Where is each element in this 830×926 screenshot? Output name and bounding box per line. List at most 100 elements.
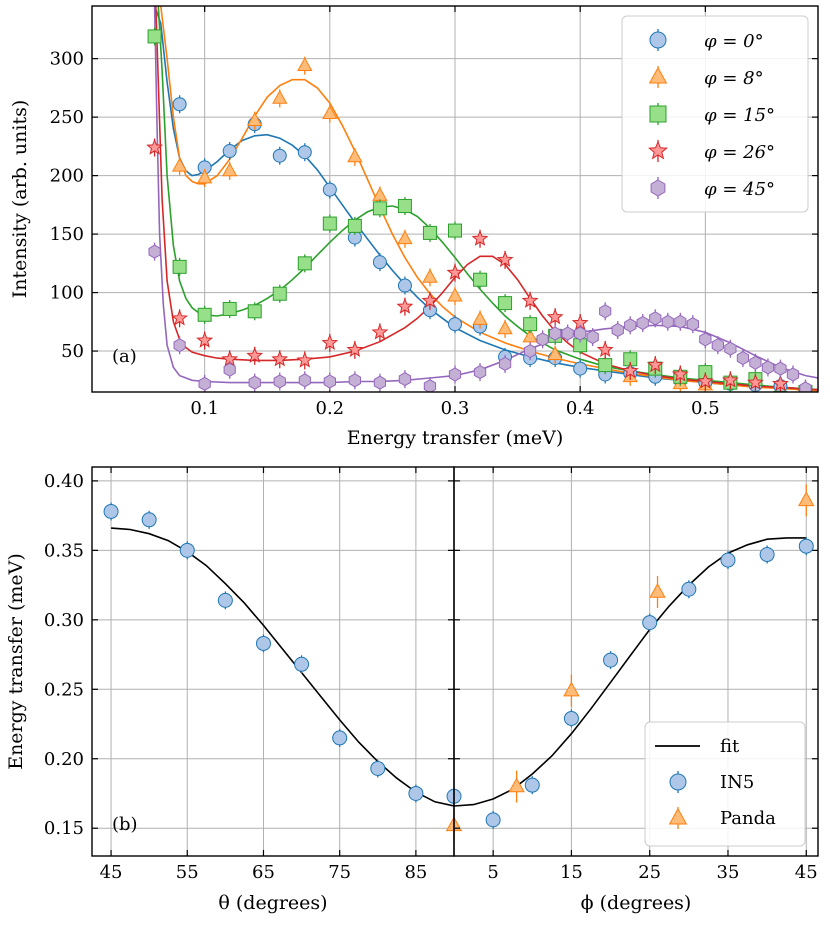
data-point-series-3 — [321, 334, 339, 351]
fit-curve — [111, 527, 454, 807]
data-point-in5 — [332, 730, 348, 746]
x-tick-label: 75 — [328, 862, 351, 883]
data-point-series-3 — [296, 351, 314, 368]
data-point-series-4 — [624, 318, 637, 333]
data-point-in5 — [294, 656, 310, 672]
x-axis-label: θ (degrees) — [218, 892, 327, 914]
data-point-series-0 — [573, 361, 588, 376]
data-point-series-0 — [322, 182, 337, 197]
data-point-series-3 — [246, 346, 264, 363]
legend-b-box — [644, 721, 806, 847]
y-axis-label: Intensity (arb. units) — [9, 100, 31, 299]
legend-marker-series-0 — [649, 31, 667, 49]
data-point-series-4 — [786, 367, 800, 382]
x-tick-label: 25 — [638, 862, 661, 883]
data-point-series-2 — [147, 29, 162, 44]
x-tick-label: 55 — [176, 862, 199, 883]
data-point-series-4 — [711, 338, 724, 353]
data-point-panda — [508, 777, 525, 793]
data-point-series-1 — [547, 346, 563, 360]
legend-label-series-1: φ = 8° — [704, 68, 764, 89]
x-tick-label: 35 — [717, 862, 740, 883]
x-tick-label: 65 — [252, 862, 275, 883]
data-point-in5 — [524, 777, 540, 793]
data-point-series-4 — [586, 329, 599, 345]
data-point-series-4 — [774, 361, 787, 376]
data-point-series-3 — [396, 297, 414, 314]
y-tick-label: 150 — [50, 224, 84, 245]
data-point-panda — [649, 582, 666, 598]
data-point-series-2 — [247, 304, 262, 319]
data-point-series-4 — [799, 381, 812, 392]
data-point-series-2 — [498, 296, 513, 311]
data-point-series-1 — [196, 169, 213, 184]
legend-label-fit: fit — [720, 736, 740, 757]
data-point-series-4 — [198, 376, 211, 391]
data-point-panda — [798, 491, 815, 507]
data-point-series-2 — [397, 199, 412, 214]
data-point-series-4 — [761, 360, 775, 375]
data-point-series-4 — [148, 244, 161, 259]
data-point-series-1 — [522, 328, 538, 343]
data-point-series-4 — [473, 365, 487, 380]
legend-label-series-4: φ = 45° — [704, 179, 775, 200]
data-point-series-1 — [297, 57, 313, 72]
data-point-series-3 — [621, 362, 639, 379]
x-tick-label: 15 — [560, 862, 583, 883]
panel-a-plot-area — [146, 6, 818, 416]
legend-label-in5: IN5 — [720, 772, 754, 793]
data-point-series-4 — [636, 315, 649, 331]
data-point-series-2 — [347, 218, 362, 233]
fit-curve-series-3 — [155, 6, 818, 391]
panel-a-label: (a) — [112, 346, 137, 367]
data-point-series-4 — [248, 375, 261, 390]
data-point-series-3 — [196, 331, 214, 348]
x-tick-label: 0.1 — [190, 398, 219, 419]
data-point-series-3 — [746, 373, 764, 390]
data-point-series-0 — [272, 148, 287, 163]
data-point-series-4 — [699, 332, 712, 347]
data-point-series-3 — [771, 374, 789, 392]
x-tick-label: 45 — [100, 862, 123, 883]
data-point-series-0 — [148, 403, 161, 416]
data-point-series-3 — [646, 356, 664, 373]
data-point-series-1 — [422, 268, 438, 283]
y-tick-label: 0.25 — [44, 679, 84, 700]
data-point-series-3 — [696, 372, 714, 389]
y-tick-label: 0.15 — [44, 818, 84, 839]
data-point-series-1 — [397, 230, 413, 245]
data-point-series-0 — [372, 255, 387, 270]
x-tick-label: 5 — [487, 862, 498, 883]
data-point-series-0 — [222, 144, 237, 159]
data-point-series-1 — [497, 320, 513, 335]
data-point-series-4 — [574, 326, 587, 341]
data-point-series-1 — [171, 157, 188, 172]
data-point-series-3 — [146, 138, 164, 155]
data-point-series-2 — [297, 256, 312, 271]
data-point-in5 — [179, 542, 195, 558]
y-tick-label: 100 — [50, 283, 84, 304]
data-point-in5 — [759, 547, 775, 563]
data-point-series-4 — [749, 355, 762, 370]
legend-marker-series-3 — [647, 140, 669, 160]
y-tick-label: 0.20 — [44, 749, 84, 770]
data-point-series-2 — [422, 225, 437, 240]
legend-label-panda: Panda — [720, 808, 776, 829]
data-point-series-2 — [773, 390, 788, 392]
data-point-series-4 — [398, 372, 412, 387]
data-point-series-2 — [473, 272, 488, 287]
data-point-series-1 — [447, 287, 463, 302]
data-point-series-1 — [222, 162, 238, 177]
data-point-series-2 — [172, 259, 187, 274]
data-point-series-2 — [322, 216, 337, 231]
data-point-series-3 — [721, 371, 739, 388]
panel-b-subplot-0: 45 55 65 75 85 θ (degrees) — [91, 466, 463, 914]
y-tick-label: 50 — [61, 341, 84, 362]
y-tick-label: 0.30 — [44, 610, 84, 631]
data-point-series-1 — [247, 112, 263, 127]
legend-a: φ = 0° φ = 8° φ = 15° φ = 26° φ = 45° — [621, 15, 809, 213]
data-point-series-3 — [446, 263, 464, 280]
panel-b: 45 55 65 75 85 θ (degrees) 5 15 25 35 45 ϕ (degrees… — [5, 466, 819, 914]
